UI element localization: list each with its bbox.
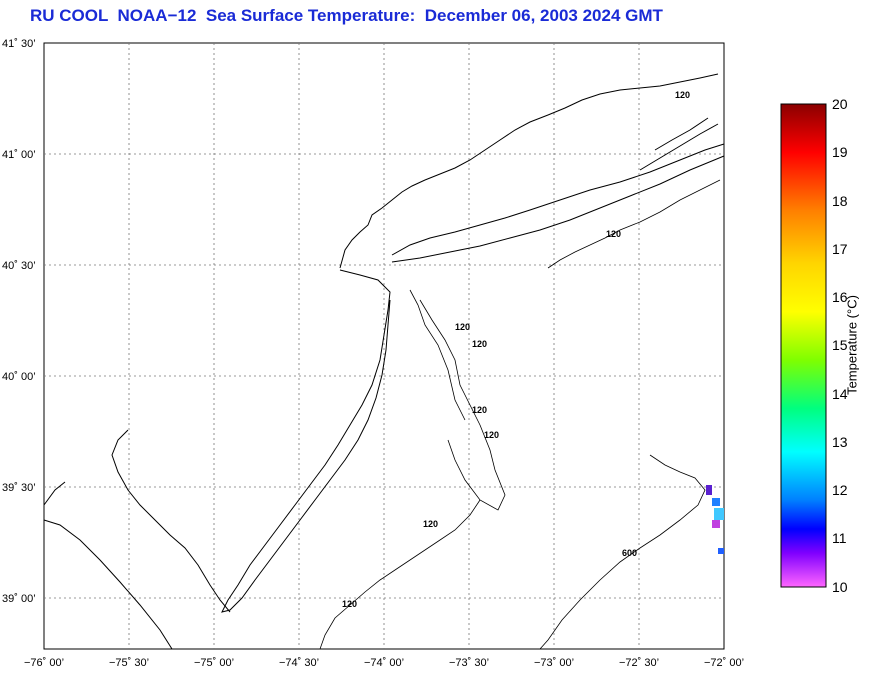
contour-label: 120 [606, 229, 621, 239]
lon-label: −74˚ 30’ [279, 657, 319, 669]
lon-label: −72˚ 00’ [704, 657, 744, 669]
colorbar-tick: 13 [832, 434, 848, 450]
contour-labels: 120 120 120 120 120 120 120 120 600 [342, 90, 690, 609]
contour-label: 600 [622, 548, 637, 558]
depth-contours [319, 179, 721, 650]
lat-label: 40˚ 30’ [2, 260, 36, 272]
lon-label: −73˚ 30’ [449, 657, 489, 669]
grid-lines [44, 43, 724, 649]
map-title: RU COOL NOAA−12 Sea Surface Temperature:… [30, 6, 663, 25]
contour-label: 120 [472, 405, 487, 415]
contour-label: 120 [675, 90, 690, 100]
lon-label: −75˚ 00’ [194, 657, 234, 669]
contour-label: 120 [472, 339, 487, 349]
latitude-labels: 41˚ 30’ 41˚ 00’ 40˚ 30’ 40˚ 00’ 39˚ 30’ … [2, 38, 36, 605]
lat-label: 39˚ 00’ [2, 593, 36, 605]
lon-label: −72˚ 30’ [619, 657, 659, 669]
contour-label: 120 [455, 322, 470, 332]
colorbar-label: Temperature (°C) [844, 295, 860, 395]
colorbar-tick: 14 [832, 386, 848, 402]
colorbar-tick: 19 [832, 144, 848, 160]
colorbar [780, 103, 827, 588]
contour-label: 120 [423, 519, 438, 529]
lat-label: 40˚ 00’ [2, 371, 36, 383]
lat-label: 41˚ 30’ [2, 38, 36, 50]
lon-label: −75˚ 30’ [109, 657, 149, 669]
colorbar-tick: 11 [832, 530, 847, 546]
colorbar-tick: 10 [832, 579, 848, 595]
lat-label: 41˚ 00’ [2, 149, 36, 161]
colorbar-tick: 17 [832, 241, 848, 257]
colorbar-tick: 15 [832, 337, 848, 353]
contour-label: 120 [342, 599, 357, 609]
sst-data-patch [706, 485, 724, 554]
coastlines [43, 73, 725, 650]
longitude-labels: −76˚ 00’ −75˚ 30’ −75˚ 00’ −74˚ 30’ −74˚… [24, 657, 744, 669]
lat-label: 39˚ 30’ [2, 482, 36, 494]
colorbar-tick: 16 [832, 289, 848, 305]
lon-label: −76˚ 00’ [24, 657, 64, 669]
lon-label: −74˚ 00’ [364, 657, 404, 669]
colorbar-tick: 18 [832, 193, 848, 209]
colorbar-tick: 12 [832, 482, 848, 498]
lon-label: −73˚ 00’ [534, 657, 574, 669]
colorbar-tick: 20 [832, 96, 848, 112]
contour-label: 120 [484, 430, 499, 440]
